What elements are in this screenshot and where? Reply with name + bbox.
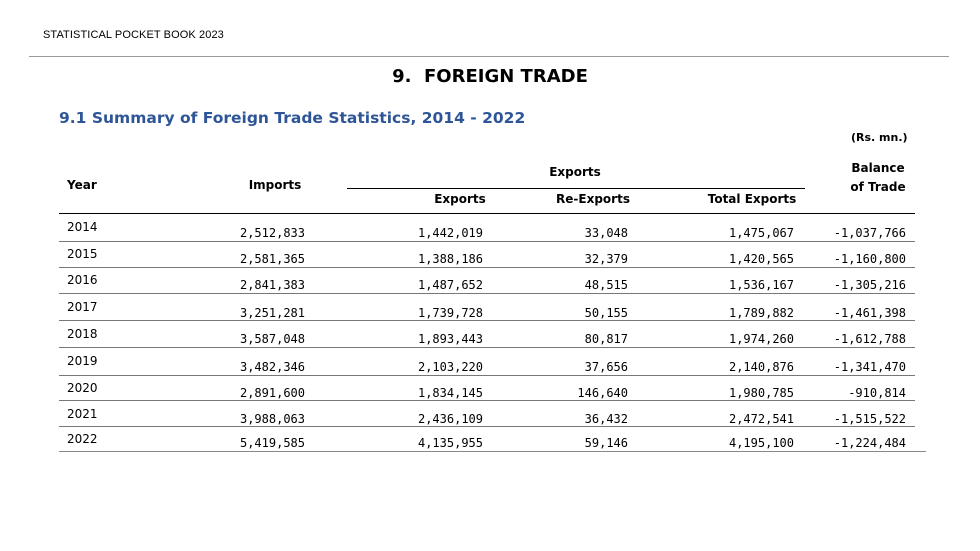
row-divider <box>59 267 915 268</box>
cell-imports: 5,419,585 <box>239 436 305 450</box>
cell-exports: 1,487,652 <box>417 278 483 292</box>
cell-balance: -910,814 <box>848 386 906 400</box>
cell-total-exports: 1,789,882 <box>728 306 794 320</box>
row-divider <box>59 400 915 401</box>
cell-exports: 4,135,955 <box>417 436 483 450</box>
cell-total-exports: 1,980,785 <box>728 386 794 400</box>
header-year: Year <box>67 178 97 192</box>
cell-exports: 1,388,186 <box>417 252 483 266</box>
header-exports-group: Exports <box>549 165 601 179</box>
running-header: STATISTICAL POCKET BOOK 2023 <box>43 29 224 41</box>
cell-imports: 3,482,346 <box>239 360 305 374</box>
cell-re-exports: 146,640 <box>577 386 628 400</box>
cell-total-exports: 2,472,541 <box>728 412 794 426</box>
cell-total-exports: 2,140,876 <box>728 360 794 374</box>
header-divider <box>29 56 949 57</box>
cell-balance: -1,037,766 <box>833 226 906 240</box>
header-bottom-rule <box>59 213 915 214</box>
cell-re-exports: 37,656 <box>584 360 628 374</box>
cell-imports: 2,512,833 <box>239 226 305 240</box>
cell-exports: 1,739,728 <box>417 306 483 320</box>
cell-total-exports: 4,195,100 <box>728 436 794 450</box>
header-total-exports: Total Exports <box>707 192 797 206</box>
unit-note: (Rs. mn.) <box>851 131 908 144</box>
cell-exports: 1,834,145 <box>417 386 483 400</box>
header-balance-line2: of Trade <box>850 180 906 194</box>
cell-re-exports: 48,515 <box>584 278 628 292</box>
row-divider <box>59 375 915 376</box>
cell-re-exports: 36,432 <box>584 412 628 426</box>
cell-year: 2021 <box>67 407 98 421</box>
cell-total-exports: 1,974,260 <box>728 332 794 346</box>
cell-year: 2019 <box>67 354 98 368</box>
header-imports: Imports <box>248 178 302 192</box>
cell-year: 2016 <box>67 273 98 287</box>
row-divider <box>59 347 915 348</box>
cell-exports: 2,103,220 <box>417 360 483 374</box>
cell-exports: 1,442,019 <box>417 226 483 240</box>
row-divider <box>59 320 915 321</box>
cell-re-exports: 80,817 <box>584 332 628 346</box>
cell-exports: 1,893,443 <box>417 332 483 346</box>
cell-year: 2015 <box>67 247 98 261</box>
cell-year: 2014 <box>67 220 98 234</box>
cell-exports: 2,436,109 <box>417 412 483 426</box>
cell-total-exports: 1,536,167 <box>728 278 794 292</box>
cell-balance: -1,160,800 <box>833 252 906 266</box>
cell-imports: 2,891,600 <box>239 386 305 400</box>
header-balance-line1: Balance <box>851 161 905 175</box>
chapter-title: 9. FOREIGN TRADE <box>392 66 588 87</box>
cell-year: 2022 <box>67 432 98 446</box>
exports-group-rule <box>347 188 805 189</box>
row-divider <box>59 241 915 242</box>
cell-total-exports: 1,475,067 <box>728 226 794 240</box>
cell-year: 2017 <box>67 300 98 314</box>
cell-balance: -1,305,216 <box>833 278 906 292</box>
cell-imports: 3,251,281 <box>239 306 305 320</box>
cell-imports: 3,587,048 <box>239 332 305 346</box>
cell-balance: -1,515,522 <box>833 412 906 426</box>
cell-year: 2018 <box>67 327 98 341</box>
cell-balance: -1,341,470 <box>833 360 906 374</box>
header-re-exports: Re-Exports <box>556 192 630 206</box>
cell-re-exports: 33,048 <box>584 226 628 240</box>
cell-re-exports: 32,379 <box>584 252 628 266</box>
cell-balance: -1,461,398 <box>833 306 906 320</box>
cell-re-exports: 50,155 <box>584 306 628 320</box>
cell-balance: -1,224,484 <box>833 436 906 450</box>
cell-imports: 2,581,365 <box>239 252 305 266</box>
cell-balance: -1,612,788 <box>833 332 906 346</box>
cell-year: 2020 <box>67 381 98 395</box>
row-divider <box>59 293 915 294</box>
cell-imports: 3,988,063 <box>239 412 305 426</box>
cell-total-exports: 1,420,565 <box>728 252 794 266</box>
row-divider <box>59 426 915 427</box>
cell-imports: 2,841,383 <box>239 278 305 292</box>
header-exports: Exports <box>434 192 486 206</box>
cell-re-exports: 59,146 <box>584 436 628 450</box>
section-title: 9.1 Summary of Foreign Trade Statistics,… <box>59 109 526 127</box>
row-divider <box>59 451 926 452</box>
